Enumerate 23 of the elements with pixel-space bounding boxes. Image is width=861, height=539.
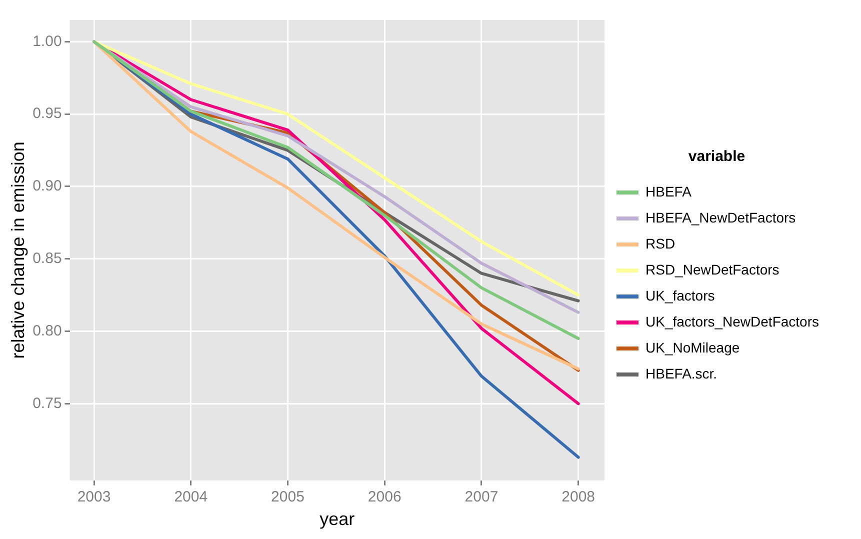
x-tick-label: 2006 [368, 488, 402, 506]
legend-label: UK_factors [645, 287, 715, 304]
legend-label: HBEFA [645, 183, 692, 200]
x-tick-label: 2008 [562, 488, 596, 506]
y-tick-label: 1.00 [32, 32, 62, 50]
y-tick-label: 0.75 [32, 394, 62, 412]
y-tick-label: 0.80 [32, 322, 62, 340]
y-tick-label: 0.95 [32, 105, 62, 122]
legend-label: UK_NoMileage [645, 339, 740, 356]
x-tick-label: 2007 [464, 488, 498, 506]
legend-label: RSD_NewDetFactors [645, 261, 780, 278]
y-tick-label: 0.90 [32, 178, 62, 195]
x-tick-label: 2005 [271, 488, 304, 506]
legend-label: UK_factors_NewDetFactors [645, 313, 820, 330]
legend-label: RSD [645, 235, 676, 252]
y-tick-label: 0.85 [32, 250, 62, 268]
x-axis-title: year [320, 509, 355, 530]
legend-label: HBEFA_NewDetFactors [645, 209, 796, 226]
x-tick-label: 2003 [77, 488, 111, 506]
x-tick-label: 2004 [174, 488, 208, 506]
legend-label: HBEFA.scr. [645, 365, 718, 382]
y-axis-title: relative change in emission [8, 142, 28, 359]
legend-title: variable [688, 148, 746, 166]
